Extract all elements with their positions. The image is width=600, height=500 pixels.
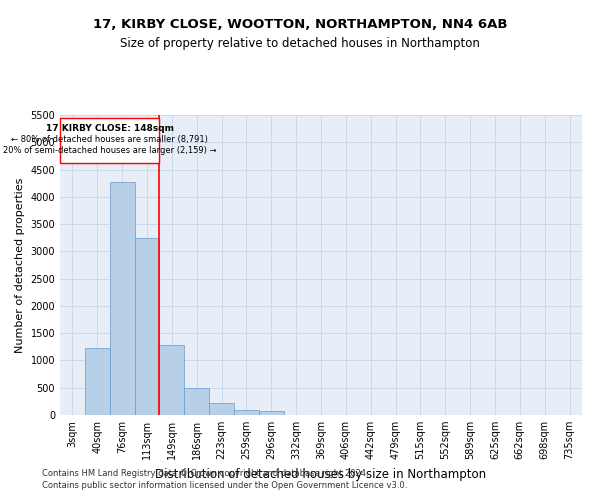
Bar (259, 411, 284, 415)
Bar (134, 238, 160, 415)
FancyBboxPatch shape (60, 118, 160, 163)
Bar (85, 348, 110, 415)
Text: Contains public sector information licensed under the Open Government Licence v3: Contains public sector information licen… (42, 481, 407, 490)
X-axis label: Distribution of detached houses by size in Northampton: Distribution of detached houses by size … (155, 468, 487, 480)
Bar (160, 344, 184, 415)
Y-axis label: Number of detached properties: Number of detached properties (15, 178, 25, 352)
Text: Contains HM Land Registry data © Crown copyright and database right 2024.: Contains HM Land Registry data © Crown c… (42, 468, 368, 477)
Text: Size of property relative to detached houses in Northampton: Size of property relative to detached ho… (120, 38, 480, 51)
Text: 17, KIRBY CLOSE, WOOTTON, NORTHAMPTON, NN4 6AB: 17, KIRBY CLOSE, WOOTTON, NORTHAMPTON, N… (93, 18, 507, 30)
Bar (184, 388, 209, 415)
Bar (110, 182, 134, 415)
Text: 17 KIRBY CLOSE: 148sqm: 17 KIRBY CLOSE: 148sqm (46, 124, 174, 134)
Bar (209, 403, 234, 415)
Text: ← 80% of detached houses are smaller (8,791): ← 80% of detached houses are smaller (8,… (11, 135, 208, 144)
Text: 20% of semi-detached houses are larger (2,159) →: 20% of semi-detached houses are larger (… (3, 146, 217, 155)
Bar (234, 410, 259, 415)
